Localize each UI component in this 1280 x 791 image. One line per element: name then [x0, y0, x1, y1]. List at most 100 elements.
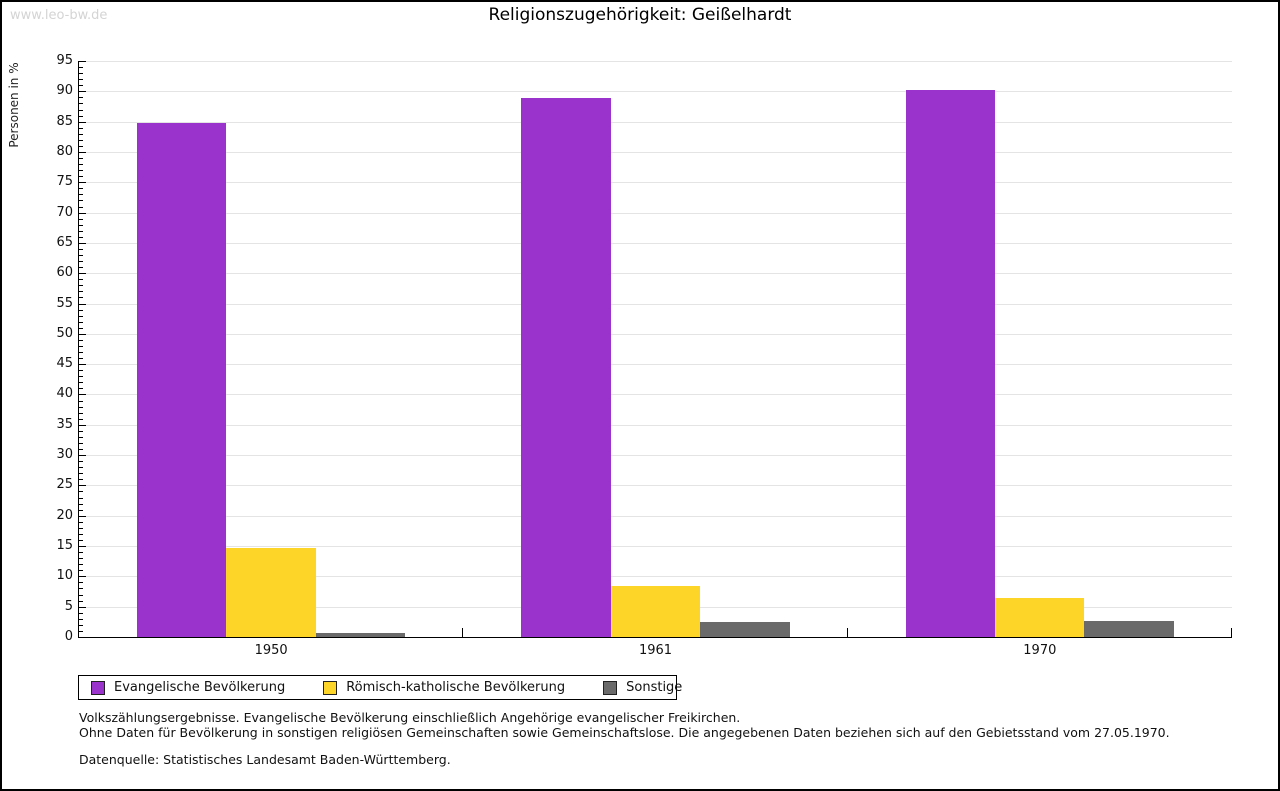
x-tick-label-1961: 1961: [638, 643, 673, 658]
legend-item-katholische: Römisch-katholische Bevölkerung: [323, 680, 565, 695]
y-tick-label-75: 75: [56, 174, 73, 190]
y-minor-tick-14: [79, 552, 83, 554]
y-minor-tick-29: [79, 461, 83, 463]
y-major-tick-30: [79, 455, 86, 457]
y-minor-tick-17: [79, 533, 83, 535]
x-tick-label-1970: 1970: [1023, 643, 1057, 658]
legend-label-katholische: Römisch-katholische Bevölkerung: [346, 680, 566, 695]
y-minor-tick-72: [79, 200, 83, 202]
y-major-tick-75: [79, 182, 86, 184]
x-tick-label-1950: 1950: [254, 643, 288, 658]
legend-item-evangelische: Evangelische Bevölkerung: [91, 680, 285, 695]
y-minor-tick-62: [79, 261, 83, 263]
y-tick-label-90: 90: [56, 83, 73, 99]
y-minor-tick-43: [79, 376, 83, 378]
y-gridline-80: [79, 151, 1232, 153]
y-tick-label-40: 40: [56, 386, 73, 402]
y-minor-tick-54: [79, 309, 83, 311]
y-tick-label-15: 15: [56, 538, 73, 554]
y-minor-tick-81: [79, 145, 83, 147]
y-minor-tick-36: [79, 418, 83, 420]
legend-label-sonstige: Sonstige: [626, 680, 683, 695]
y-tick-label-20: 20: [56, 507, 73, 523]
y-minor-tick-66: [79, 236, 83, 238]
y-gridline-70: [79, 212, 1232, 214]
y-gridline-75: [79, 182, 1232, 184]
y-minor-tick-11: [79, 570, 83, 572]
y-minor-tick-89: [79, 97, 83, 99]
y-gridline-20: [79, 515, 1232, 517]
legend: Evangelische Bevölkerung Römisch-katholi…: [78, 675, 682, 700]
x-boundary-tick-3: [1231, 628, 1232, 637]
y-major-tick-95: [79, 61, 86, 62]
y-minor-tick-88: [79, 103, 83, 105]
legend-label-evangelische: Evangelische Bevölkerung: [114, 680, 286, 695]
y-major-tick-50: [79, 333, 86, 335]
y-minor-tick-28: [79, 467, 83, 469]
y-minor-tick-76: [79, 176, 83, 178]
y-minor-tick-4: [79, 612, 83, 614]
y-minor-tick-38: [79, 406, 83, 408]
y-minor-tick-47: [79, 352, 83, 354]
y-tick-label-30: 30: [56, 447, 73, 463]
y-gridline-30: [79, 455, 1232, 457]
y-minor-tick-79: [79, 158, 83, 159]
y-minor-tick-51: [79, 327, 83, 329]
bar-1961-r-misch-katholische-bev-lkerung: [610, 586, 701, 637]
y-minor-tick-12: [79, 564, 83, 566]
y-gridline-40: [79, 394, 1232, 396]
y-major-tick-10: [79, 576, 86, 578]
y-minor-tick-94: [79, 67, 83, 69]
y-minor-tick-6: [79, 600, 83, 602]
y-minor-tick-33: [79, 436, 83, 438]
y-tick-label-25: 25: [56, 477, 73, 493]
bar-1950-r-misch-katholische-bev-lkerung: [226, 547, 316, 637]
x-boundary-tick-1: [462, 628, 464, 637]
y-minor-tick-3: [79, 618, 83, 620]
y-minor-tick-61: [79, 267, 83, 269]
y-minor-tick-74: [79, 188, 83, 190]
y-minor-tick-16: [79, 539, 83, 541]
y-major-tick-0: [79, 637, 86, 638]
y-minor-tick-58: [79, 285, 83, 287]
y-minor-tick-52: [79, 321, 83, 323]
y-minor-tick-49: [79, 339, 83, 341]
y-major-tick-20: [79, 515, 86, 517]
y-minor-tick-8: [79, 588, 83, 590]
y-tick-label-5: 5: [64, 598, 73, 614]
y-major-tick-85: [79, 121, 86, 123]
bar-1970-r-misch-katholische-bev-lkerung: [995, 598, 1085, 637]
y-minor-tick-64: [79, 248, 83, 250]
y-minor-tick-83: [79, 133, 83, 135]
footnote-line-1: Volkszählungsergebnisse. Evangelische Be…: [79, 710, 741, 725]
y-minor-tick-13: [79, 558, 83, 560]
y-minor-tick-53: [79, 315, 83, 317]
y-minor-tick-91: [79, 85, 83, 87]
bar-1961-sonstige: [700, 622, 790, 637]
y-gridline-60: [79, 273, 1232, 275]
bar-1961-evangelische-bev-lkerung: [521, 98, 611, 637]
y-gridline-45: [79, 364, 1232, 366]
y-minor-tick-24: [79, 491, 83, 493]
y-minor-tick-86: [79, 115, 83, 117]
y-minor-tick-57: [79, 291, 83, 293]
y-major-tick-40: [79, 394, 86, 396]
y-tick-label-10: 10: [56, 568, 73, 584]
legend-swatch-evangelische-icon: [91, 680, 105, 695]
y-minor-tick-27: [79, 473, 83, 475]
y-minor-tick-73: [79, 194, 83, 196]
y-tick-label-35: 35: [56, 416, 73, 432]
y-minor-tick-63: [79, 255, 83, 257]
y-gridline-50: [79, 333, 1232, 335]
y-minor-tick-77: [79, 170, 83, 172]
y-major-tick-15: [79, 546, 86, 548]
y-minor-tick-42: [79, 382, 83, 384]
y-major-tick-35: [79, 424, 86, 426]
y-minor-tick-39: [79, 400, 83, 402]
y-minor-tick-93: [79, 73, 83, 75]
y-minor-tick-71: [79, 206, 83, 208]
y-minor-tick-78: [79, 164, 83, 166]
y-minor-tick-82: [79, 139, 83, 141]
y-minor-tick-1: [79, 630, 83, 632]
